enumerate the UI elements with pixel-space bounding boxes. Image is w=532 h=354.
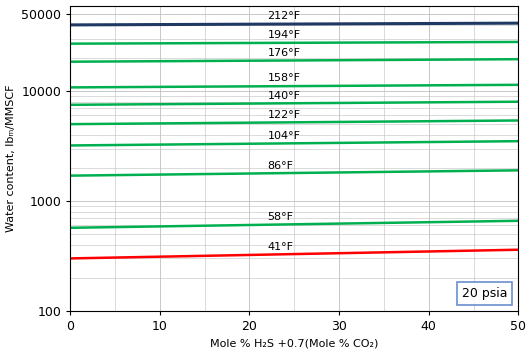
- Text: 194°F: 194°F: [268, 30, 301, 40]
- Text: 158°F: 158°F: [268, 74, 301, 84]
- Text: 212°F: 212°F: [268, 11, 301, 21]
- Text: 140°F: 140°F: [268, 91, 301, 101]
- Text: 86°F: 86°F: [268, 160, 293, 171]
- Text: 122°F: 122°F: [268, 110, 301, 120]
- X-axis label: Mole % H₂S +0.7(Mole % CO₂): Mole % H₂S +0.7(Mole % CO₂): [210, 338, 378, 348]
- Y-axis label: Water content, lbₘ/MMSCF: Water content, lbₘ/MMSCF: [5, 85, 15, 232]
- Text: 58°F: 58°F: [268, 212, 293, 222]
- Text: 41°F: 41°F: [268, 242, 293, 252]
- Text: 104°F: 104°F: [268, 131, 301, 141]
- Legend: 20 psia: 20 psia: [456, 282, 512, 304]
- Text: 176°F: 176°F: [268, 48, 301, 58]
